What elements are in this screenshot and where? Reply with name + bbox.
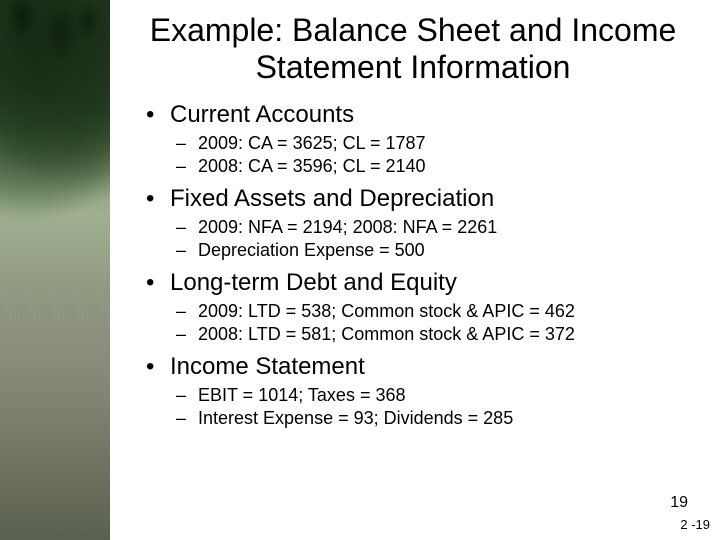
list-item: 2009: LTD = 538; Common stock & APIC = 4… [176, 300, 710, 323]
section-heading: Income Statement [144, 352, 710, 382]
list-item: Depreciation Expense = 500 [176, 239, 710, 262]
slide-title: Example: Balance Sheet and Income Statem… [116, 12, 710, 86]
list-item: Interest Expense = 93; Dividends = 285 [176, 407, 710, 430]
sidebar-decorative-image [0, 0, 110, 540]
section-long-term-debt: Long-term Debt and Equity 2009: LTD = 53… [144, 268, 710, 346]
page-number-main: 19 [670, 494, 688, 512]
list-item: 2008: CA = 3596; CL = 2140 [176, 155, 710, 178]
section-heading: Fixed Assets and Depreciation [144, 184, 710, 214]
section-heading: Current Accounts [144, 100, 710, 130]
list-item: 2008: LTD = 581; Common stock & APIC = 3… [176, 323, 710, 346]
list-item: 2009: NFA = 2194; 2008: NFA = 2261 [176, 216, 710, 239]
slide: Example: Balance Sheet and Income Statem… [0, 0, 720, 540]
section-current-accounts: Current Accounts 2009: CA = 3625; CL = 1… [144, 100, 710, 178]
slide-content: Example: Balance Sheet and Income Statem… [110, 0, 720, 540]
section-fixed-assets: Fixed Assets and Depreciation 2009: NFA … [144, 184, 710, 262]
page-number-sub: 2 -19 [680, 517, 710, 532]
section-income-statement: Income Statement EBIT = 1014; Taxes = 36… [144, 352, 710, 430]
list-item: EBIT = 1014; Taxes = 368 [176, 384, 710, 407]
section-heading: Long-term Debt and Equity [144, 268, 710, 298]
slide-body: Current Accounts 2009: CA = 3625; CL = 1… [116, 100, 710, 430]
list-item: 2009: CA = 3625; CL = 1787 [176, 132, 710, 155]
